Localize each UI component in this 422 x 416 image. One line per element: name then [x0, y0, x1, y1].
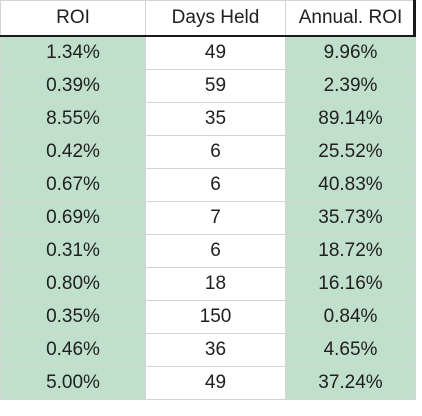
- table-row: 8.55% 35 89.14%: [0, 102, 416, 136]
- table-row: 0.35% 150 0.84%: [0, 300, 416, 334]
- table-row: 1.34% 49 9.96%: [0, 35, 416, 70]
- roi-cell[interactable]: 0.46%: [0, 333, 146, 367]
- annual-roi-cell[interactable]: 2.39%: [285, 69, 416, 103]
- table-row: 5.00% 49 37.24%: [0, 366, 416, 400]
- days-held-cell[interactable]: 6: [145, 234, 286, 268]
- table-row: 0.69% 7 35.73%: [0, 201, 416, 235]
- table-row: 0.39% 59 2.39%: [0, 69, 416, 103]
- days-held-cell[interactable]: 18: [145, 267, 286, 301]
- roi-cell[interactable]: 0.31%: [0, 234, 146, 268]
- annual-roi-cell[interactable]: 9.96%: [285, 35, 416, 70]
- days-held-cell[interactable]: 6: [145, 135, 286, 169]
- roi-cell[interactable]: 8.55%: [0, 102, 146, 136]
- table-row: 0.67% 6 40.83%: [0, 168, 416, 202]
- days-held-cell[interactable]: 6: [145, 168, 286, 202]
- header-cell-roi[interactable]: ROI: [0, 0, 146, 37]
- annual-roi-cell[interactable]: 16.16%: [285, 267, 416, 301]
- annual-roi-cell[interactable]: 25.52%: [285, 135, 416, 169]
- annual-roi-cell[interactable]: 89.14%: [285, 102, 416, 136]
- days-held-cell[interactable]: 35: [145, 102, 286, 136]
- roi-cell[interactable]: 0.35%: [0, 300, 146, 334]
- header-edge-divider: [413, 0, 416, 36]
- header-row: ROI Days Held Annual. ROI: [0, 0, 416, 37]
- annual-roi-cell[interactable]: 0.84%: [285, 300, 416, 334]
- annual-roi-cell[interactable]: 18.72%: [285, 234, 416, 268]
- days-held-cell[interactable]: 36: [145, 333, 286, 367]
- days-held-cell[interactable]: 49: [145, 35, 286, 70]
- roi-table: ROI Days Held Annual. ROI 1.34% 49 9.96%…: [0, 0, 416, 400]
- annual-roi-cell[interactable]: 40.83%: [285, 168, 416, 202]
- roi-cell[interactable]: 1.34%: [0, 35, 146, 70]
- table-row: 0.42% 6 25.52%: [0, 135, 416, 169]
- roi-cell[interactable]: 0.80%: [0, 267, 146, 301]
- annual-roi-cell[interactable]: 35.73%: [285, 201, 416, 235]
- days-held-cell[interactable]: 49: [145, 366, 286, 400]
- roi-cell[interactable]: 5.00%: [0, 366, 146, 400]
- table-row: 0.80% 18 16.16%: [0, 267, 416, 301]
- roi-cell[interactable]: 0.67%: [0, 168, 146, 202]
- roi-cell[interactable]: 0.42%: [0, 135, 146, 169]
- days-held-cell[interactable]: 59: [145, 69, 286, 103]
- annual-roi-cell[interactable]: 37.24%: [285, 366, 416, 400]
- days-held-cell[interactable]: 150: [145, 300, 286, 334]
- table-row: 0.31% 6 18.72%: [0, 234, 416, 268]
- table-row: 0.46% 36 4.65%: [0, 333, 416, 367]
- header-cell-days-held[interactable]: Days Held: [145, 0, 286, 37]
- roi-cell[interactable]: 0.69%: [0, 201, 146, 235]
- header-cell-annual-roi[interactable]: Annual. ROI: [285, 0, 416, 37]
- annual-roi-cell[interactable]: 4.65%: [285, 333, 416, 367]
- roi-cell[interactable]: 0.39%: [0, 69, 146, 103]
- days-held-cell[interactable]: 7: [145, 201, 286, 235]
